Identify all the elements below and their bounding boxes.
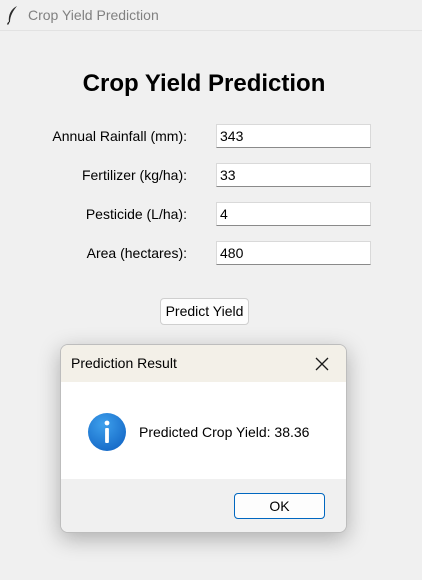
prediction-result-dialog: Prediction Result Predicted Crop Yield: xyxy=(60,344,347,533)
dialog-footer: OK xyxy=(61,479,346,532)
pesticide-label: Pesticide (L/ha): xyxy=(85,206,187,222)
predict-yield-button[interactable]: Predict Yield xyxy=(160,298,249,325)
dialog-message: Predicted Crop Yield: 38.36 xyxy=(139,424,310,440)
dialog-titlebar[interactable]: Prediction Result xyxy=(61,345,346,382)
page-title: Crop Yield Prediction xyxy=(82,70,326,97)
pesticide-input[interactable] xyxy=(216,202,371,226)
window-titlebar[interactable]: Crop Yield Prediction xyxy=(0,0,422,31)
feather-icon xyxy=(6,5,20,25)
dialog-title: Prediction Result xyxy=(71,355,177,371)
rainfall-input[interactable] xyxy=(216,124,371,148)
fertilizer-input[interactable] xyxy=(216,163,371,187)
ok-button[interactable]: OK xyxy=(234,493,325,519)
close-icon[interactable] xyxy=(313,355,331,373)
area-label: Area (hectares): xyxy=(86,245,187,261)
rainfall-label: Annual Rainfall (mm): xyxy=(52,128,187,144)
main-window: Crop Yield Prediction Annual Rainfall (m… xyxy=(0,31,422,580)
info-icon xyxy=(87,412,127,452)
fertilizer-label: Fertilizer (kg/ha): xyxy=(81,167,187,183)
area-input[interactable] xyxy=(216,241,371,265)
dialog-body: Predicted Crop Yield: 38.36 xyxy=(61,382,346,479)
window-title: Crop Yield Prediction xyxy=(28,7,159,23)
